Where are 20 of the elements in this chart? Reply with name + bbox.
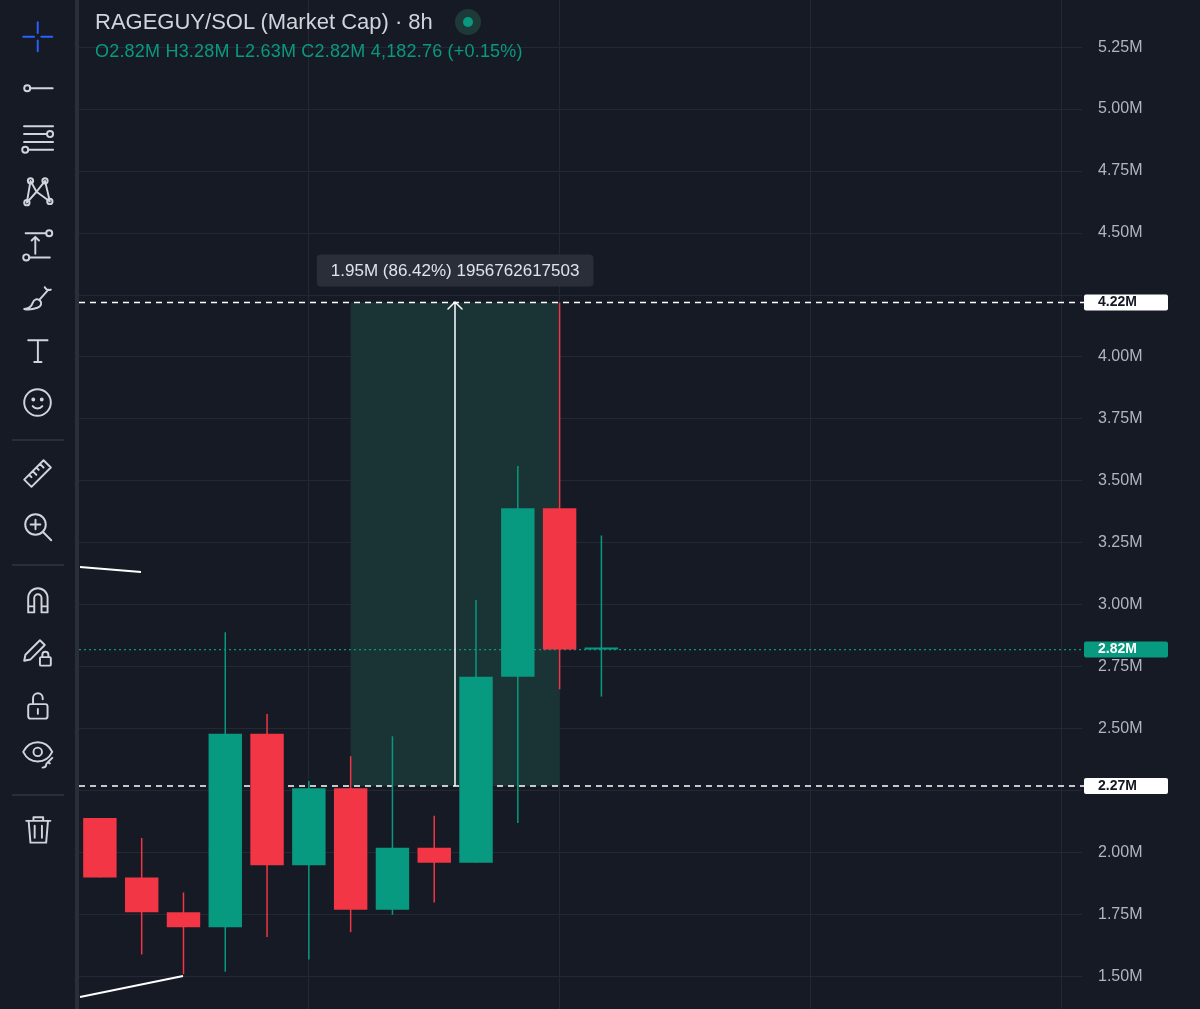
y-tick-label: 1.75M	[1098, 905, 1143, 923]
y-tick-label: 3.00M	[1098, 595, 1143, 613]
chart-title: RAGEGUY/SOL (Market Cap) · 8h	[95, 9, 433, 35]
y-tick-label: 3.50M	[1098, 471, 1143, 489]
y-tick-label: 4.75M	[1098, 161, 1143, 179]
y-tick-label: 2.00M	[1098, 843, 1143, 861]
y-tick-label: 4.00M	[1098, 347, 1143, 365]
y-tick-label: 2.50M	[1098, 719, 1143, 737]
text: O2.82M H3.28M L2.63M C2.82M 4,182.76 (+0.15%)	[95, 41, 523, 62]
y-tick-label: 3.25M	[1098, 533, 1143, 551]
y-tick-label: 5.00M	[1098, 99, 1143, 117]
y-tick-label: 2.75M	[1098, 657, 1143, 675]
band-label: 1.95M (86.42%) 1956762617503	[330, 261, 580, 281]
ref-line-label: 2.82M	[1098, 640, 1137, 657]
y-tick-label: 4.50M	[1098, 223, 1143, 241]
y-tick-label: 1.50M	[1098, 967, 1143, 985]
y-tick-label: 5.25M	[1098, 37, 1143, 55]
y-tick-label: 3.75M	[1098, 409, 1143, 427]
ref-line-label: 4.22M	[1098, 293, 1137, 310]
ref-line-label: 2.27M	[1098, 776, 1137, 793]
